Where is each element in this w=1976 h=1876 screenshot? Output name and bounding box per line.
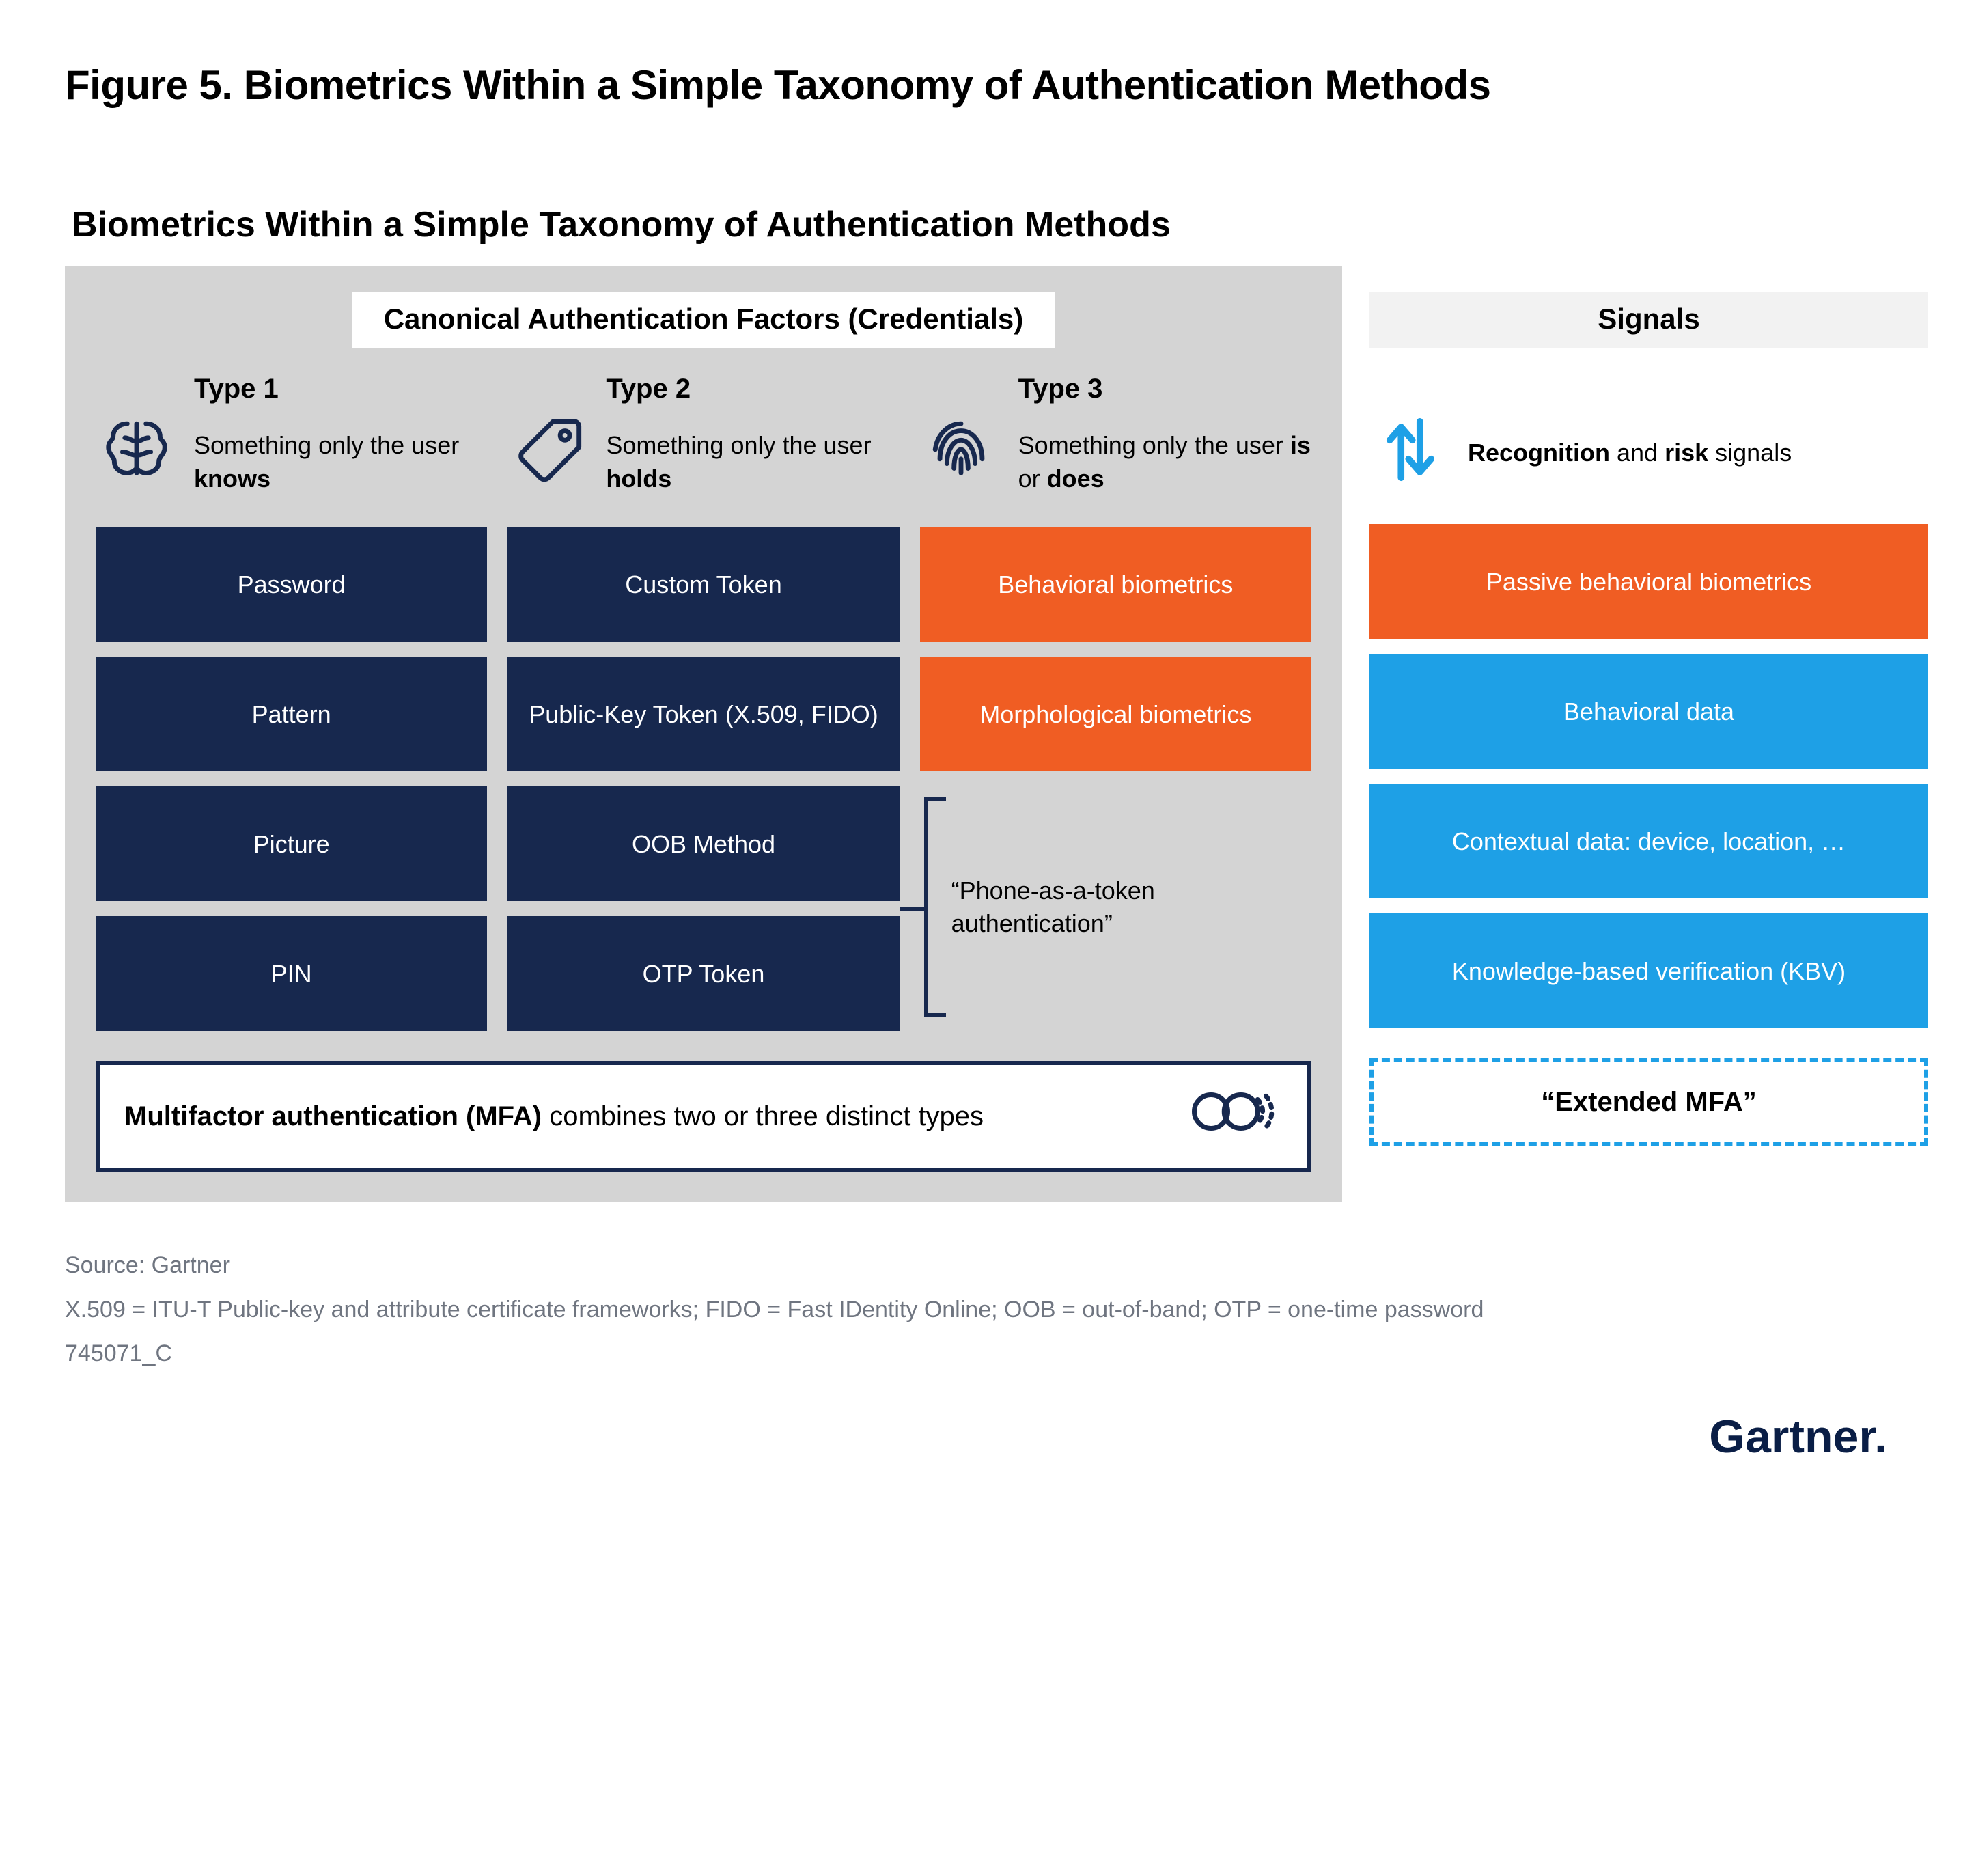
- layout-row: Canonical Authentication Factors (Creden…: [65, 266, 1928, 1202]
- signals-header: Signals: [1369, 292, 1928, 348]
- footer-source: Source: Gartner: [65, 1243, 1928, 1288]
- tile: OOB Method: [507, 786, 899, 901]
- type1-column: Type 1 Something only the user knows Pas…: [96, 374, 487, 1031]
- tile: Behavioral biometrics: [920, 527, 1311, 642]
- type1-tiles: Password Pattern Picture PIN: [96, 527, 487, 1031]
- tag-icon: [507, 374, 589, 487]
- footer-definitions: X.509 = ITU-T Public-key and attribute c…: [65, 1288, 1928, 1332]
- signals-desc: Recognition and risk signals: [1468, 437, 1792, 470]
- type3-tiles: Behavioral biometrics Morphological biome…: [920, 527, 1311, 1030]
- tile: Morphological biometrics: [920, 657, 1311, 771]
- brain-icon: [96, 374, 178, 487]
- extended-mfa-box: “Extended MFA”: [1369, 1058, 1928, 1146]
- extended-mfa-label: “Extended MFA”: [1541, 1087, 1757, 1118]
- type3-desc: Something only the user is or does: [1018, 429, 1311, 495]
- tile: Picture: [96, 786, 487, 901]
- gartner-logo: Gartner.: [65, 1410, 1928, 1463]
- type2-desc: Something only the user holds: [606, 429, 899, 495]
- type-columns: Type 1 Something only the user knows Pas…: [96, 374, 1311, 1031]
- mfa-text: Multifactor authentication (MFA) combine…: [124, 1098, 984, 1135]
- phone-token-note: “Phone-as-a-token authentication”: [920, 785, 1311, 1030]
- footer-id: 745071_C: [65, 1332, 1928, 1376]
- figure-title: Figure 5. Biometrics Within a Simple Tax…: [65, 61, 1928, 109]
- tile: Public-Key Token (X.509, FIDO): [507, 657, 899, 771]
- type3-column: Type 3 Something only the user is or doe…: [920, 374, 1311, 1031]
- footer-source-block: Source: Gartner X.509 = ITU-T Public-key…: [65, 1243, 1928, 1376]
- type1-label: Type 1: [194, 374, 487, 404]
- fingerprint-icon: [920, 374, 1002, 487]
- type2-tiles: Custom Token Public-Key Token (X.509, FID…: [507, 527, 899, 1031]
- mfa-box: Multifactor authentication (MFA) combine…: [96, 1061, 1311, 1172]
- tile: Behavioral data: [1369, 654, 1928, 769]
- subtitle: Biometrics Within a Simple Taxonomy of A…: [72, 204, 1928, 245]
- signals-tiles: Passive behavioral biometrics Behavioral …: [1369, 524, 1928, 1028]
- type1-desc: Something only the user knows: [194, 429, 487, 495]
- tile: Passive behavioral biometrics: [1369, 524, 1928, 639]
- tile: Knowledge-based verification (KBV): [1369, 913, 1928, 1028]
- signals-column: Signals Recognition and risk signals Pas…: [1369, 266, 1928, 1202]
- tile: Pattern: [96, 657, 487, 771]
- tile: PIN: [96, 916, 487, 1031]
- mfa-icon: [1187, 1084, 1283, 1148]
- tile: Custom Token: [507, 527, 899, 642]
- type3-label: Type 3: [1018, 374, 1311, 404]
- credentials-header: Canonical Authentication Factors (Creden…: [352, 292, 1055, 348]
- type2-column: Type 2 Something only the user holds Cus…: [507, 374, 899, 1031]
- tile: Contextual data: device, location, …: [1369, 784, 1928, 898]
- tile: OTP Token: [507, 916, 899, 1031]
- credentials-panel: Canonical Authentication Factors (Creden…: [65, 266, 1342, 1202]
- type2-label: Type 2: [606, 374, 899, 404]
- tile: Password: [96, 527, 487, 642]
- signals-arrows-icon: [1369, 374, 1451, 487]
